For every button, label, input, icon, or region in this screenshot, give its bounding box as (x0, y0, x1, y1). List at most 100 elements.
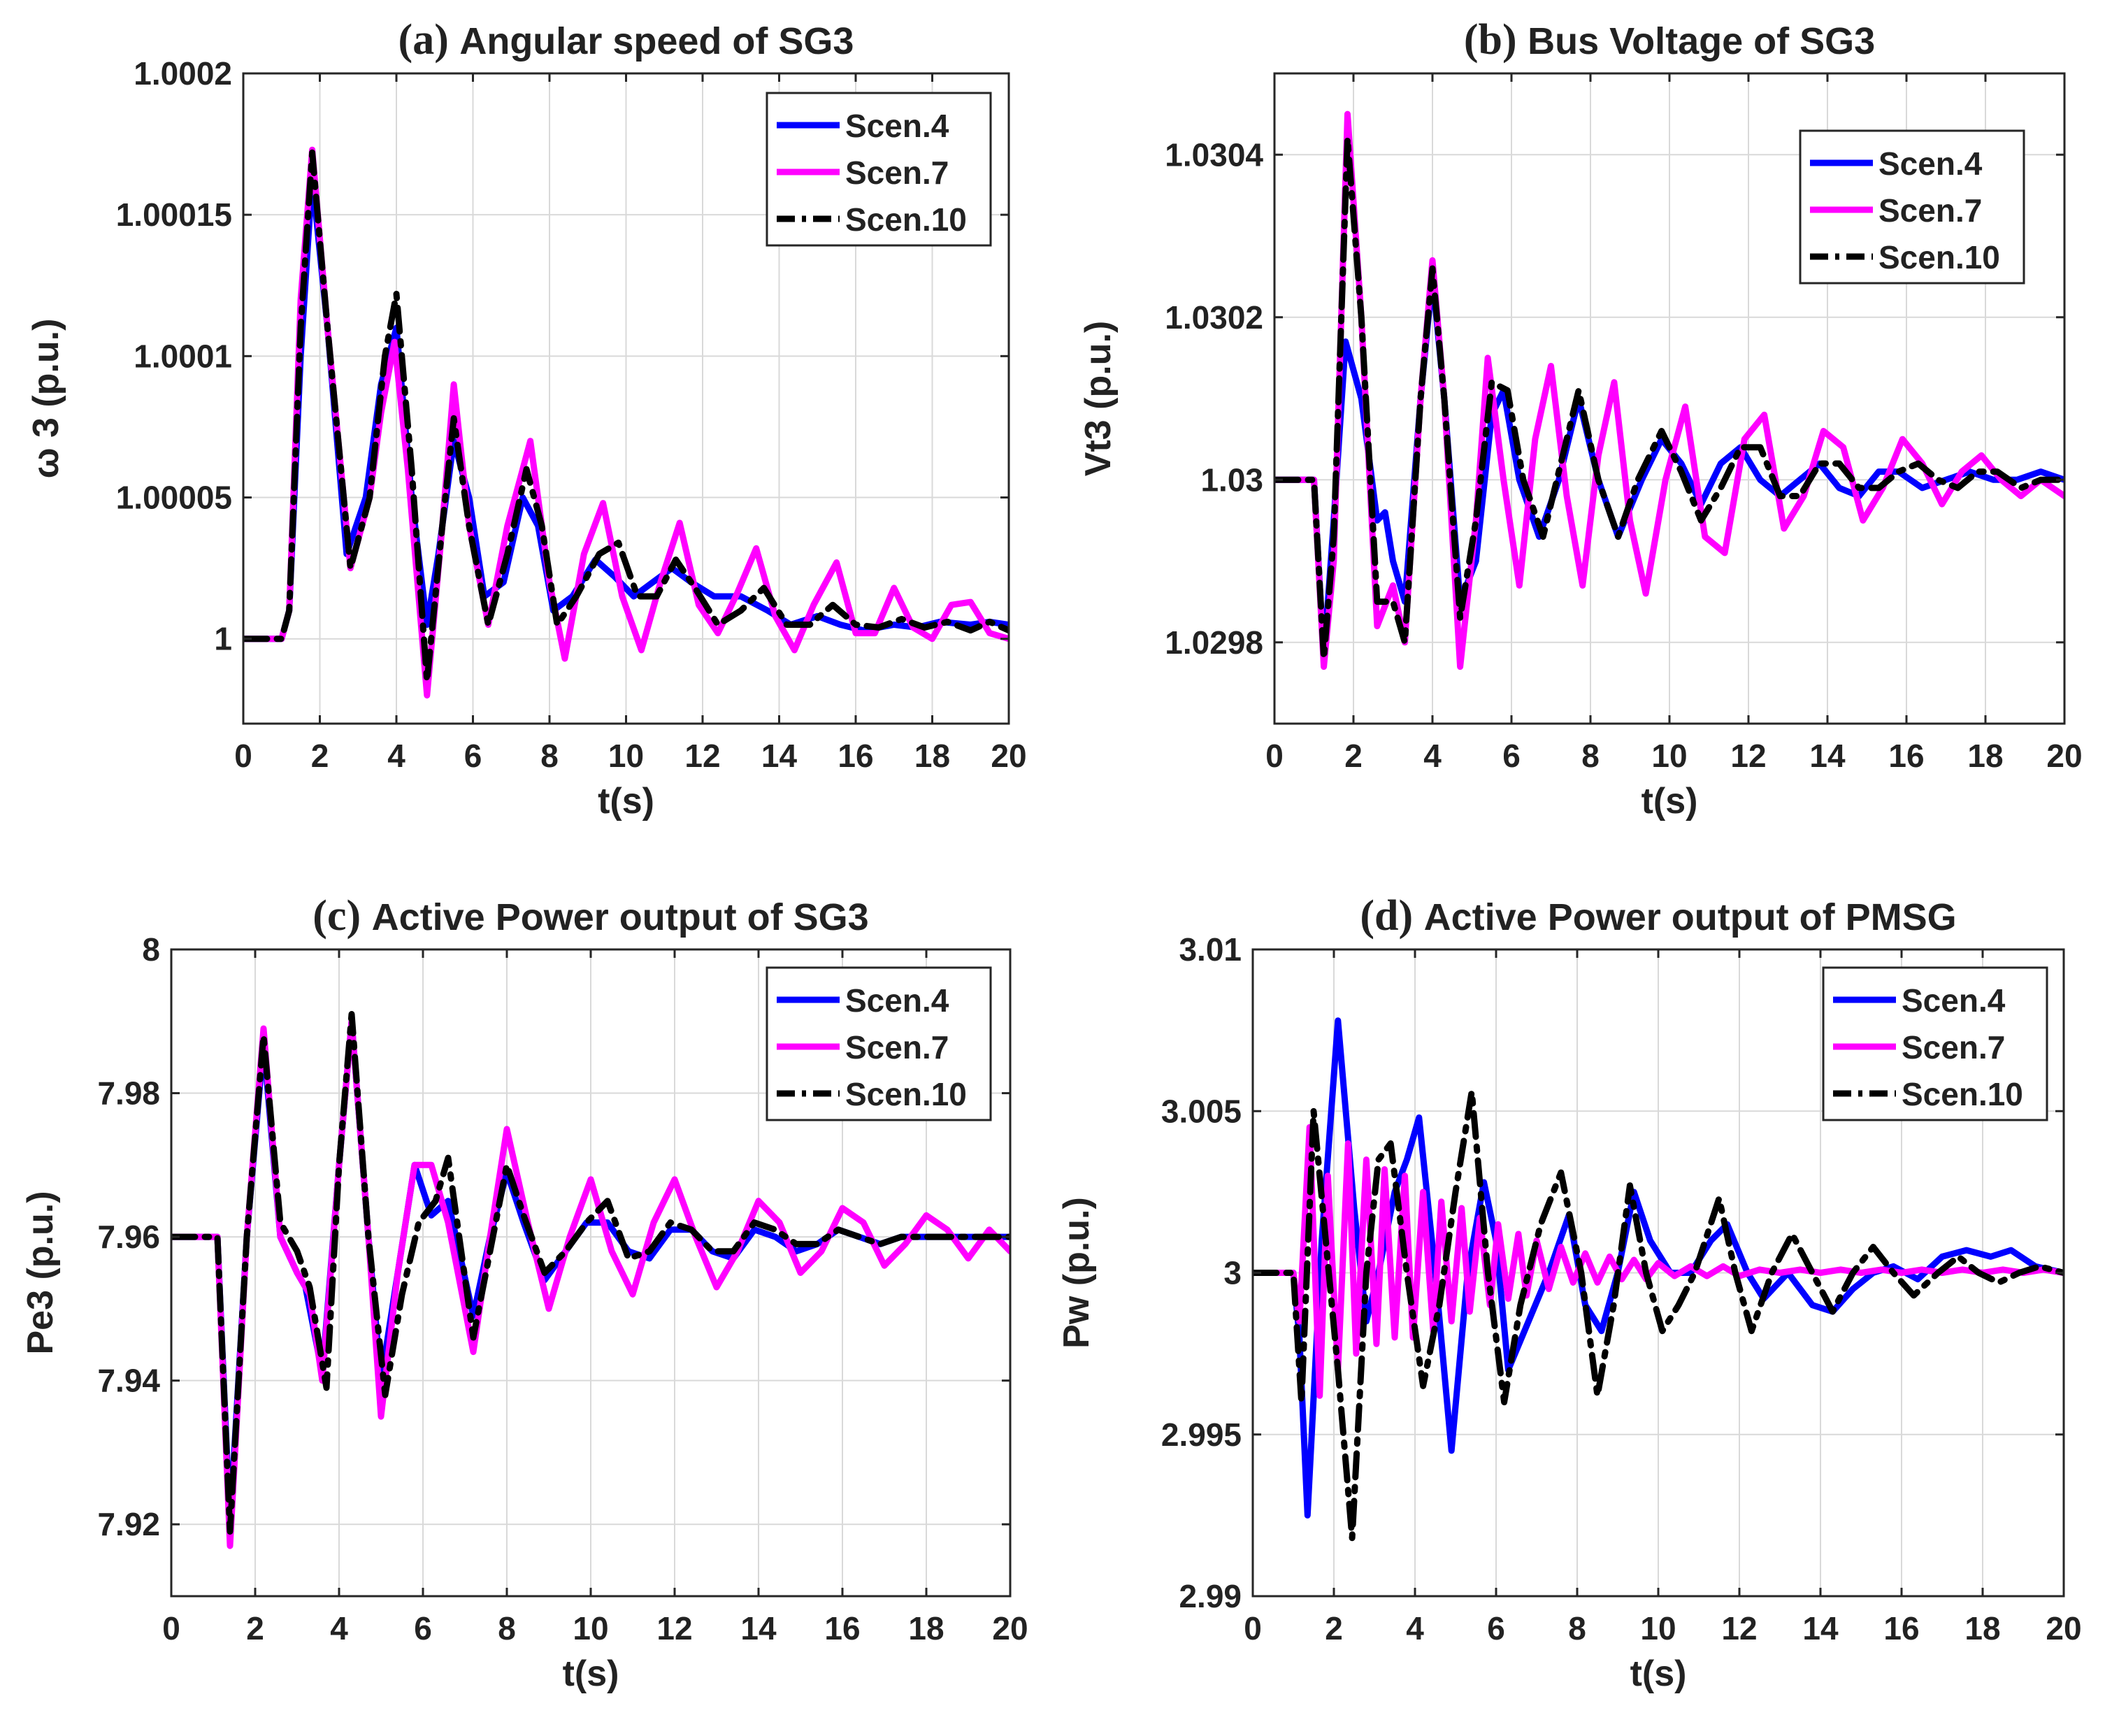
y-tick-label: 3.005 (1161, 1093, 1242, 1129)
x-tick-label: 8 (540, 738, 559, 774)
y-tick-label: 8 (142, 931, 160, 968)
x-axis-label: t(s) (1641, 781, 1698, 822)
legend-label: Scen.4 (845, 108, 949, 144)
legend-label: Scen.10 (1878, 239, 2000, 275)
series-line-scen-7 (171, 1018, 1010, 1549)
x-tick-label: 14 (1809, 738, 1846, 774)
x-axis-label: t(s) (598, 781, 654, 822)
y-tick-label: 2.99 (1179, 1578, 1242, 1614)
x-tick-label: 18 (1967, 738, 2003, 774)
series-line-scen-10 (1274, 135, 2064, 662)
x-tick-label: 12 (1721, 1610, 1757, 1647)
y-tick-label: 7.94 (97, 1363, 160, 1399)
x-tick-label: 18 (908, 1610, 944, 1647)
series-line-scen-7 (1274, 110, 2064, 670)
panel-letter: (c) (312, 892, 371, 940)
x-tick-label: 18 (1964, 1610, 2000, 1647)
legend-label: Scen.7 (845, 155, 949, 191)
legend-label: Scen.10 (1902, 1076, 2023, 1112)
x-tick-label: 4 (387, 738, 405, 774)
y-tick-label: 1.0302 (1165, 299, 1263, 336)
panel-title-text: Angular speed of SG3 (459, 20, 854, 62)
x-tick-label: 6 (1502, 738, 1521, 774)
legend-label: Scen.4 (1878, 145, 1983, 182)
legend-label: Scen.7 (845, 1029, 949, 1066)
legend-label: Scen.4 (845, 982, 949, 1019)
x-tick-label: 20 (2046, 1610, 2081, 1647)
x-tick-label: 18 (914, 738, 950, 774)
chart-title: (d) Active Power output of PMSG (1360, 892, 1956, 940)
x-tick-label: 20 (2046, 738, 2082, 774)
x-tick-label: 2 (1325, 1610, 1343, 1647)
x-tick-label: 8 (1568, 1610, 1586, 1647)
x-tick-label: 4 (1423, 738, 1442, 774)
x-tick-label: 12 (1730, 738, 1766, 774)
legend: Scen.4 Scen.7 Scen.10 (1822, 966, 2048, 1121)
x-tick-label: 6 (414, 1610, 432, 1647)
x-tick-label: 8 (498, 1610, 516, 1647)
x-tick-label: 2 (246, 1610, 264, 1647)
series-group (171, 1011, 1010, 1549)
series-group (243, 146, 1009, 699)
panel-letter: (a) (398, 16, 460, 64)
x-tick-label: 0 (234, 738, 252, 774)
y-tick-label: 1 (214, 621, 232, 657)
y-tick-label: 1.0304 (1165, 136, 1263, 173)
y-axis-label: Vt3 (p.u.) (1078, 321, 1119, 476)
y-tick-label: 1.0001 (134, 338, 232, 374)
x-tick-label: 0 (1265, 738, 1284, 774)
panel-letter: (b) (1464, 16, 1528, 64)
chart-title: (b) Bus Voltage of SG3 (1464, 16, 1875, 64)
chart-title: (a) Angular speed of SG3 (398, 16, 854, 64)
x-tick-label: 10 (1640, 1610, 1676, 1647)
x-tick-label: 10 (608, 738, 644, 774)
panel-title-text: Active Power output of PMSG (1424, 896, 1957, 938)
legend: Scen.4 Scen.7 Scen.10 (766, 966, 992, 1121)
x-tick-label: 14 (1802, 1610, 1839, 1647)
chart-title: (c) Active Power output of SG3 (312, 892, 868, 940)
y-axis-label: Pw (p.u.) (1056, 1197, 1097, 1349)
series-group (1253, 1017, 2064, 1542)
legend: Scen.4 Scen.7 Scen.10 (1799, 129, 2025, 285)
legend: Scen.4 Scen.7 Scen.10 (766, 92, 992, 247)
y-tick-label: 1.00005 (116, 480, 232, 516)
x-tick-label: 16 (838, 738, 873, 774)
series-group (1274, 110, 2064, 670)
x-tick-label: 4 (1406, 1610, 1424, 1647)
x-tick-label: 0 (162, 1610, 180, 1647)
panel-title-text: Active Power output of SG3 (372, 896, 869, 938)
y-tick-label: 7.98 (97, 1075, 160, 1112)
legend-label: Scen.10 (845, 201, 967, 238)
legend-label: Scen.10 (845, 1076, 967, 1112)
x-tick-label: 4 (330, 1610, 348, 1647)
chart-panel-2: 0 2 4 6 8 10 12 14 16 18 20 1.0298 1.03 1.0302 1.0304 t… (1078, 16, 2083, 822)
x-tick-label: 16 (824, 1610, 860, 1647)
x-tick-label: 0 (1244, 1610, 1262, 1647)
chart-panel-4: 0 2 4 6 8 10 12 14 16 18 20 2.99 2.995 3 3.005 3.01 t(s)… (1056, 892, 2082, 1694)
x-tick-label: 16 (1883, 1610, 1919, 1647)
x-tick-label: 16 (1888, 738, 1924, 774)
y-tick-label: 2.995 (1161, 1416, 1242, 1453)
legend-label: Scen.7 (1902, 1029, 2005, 1066)
x-tick-label: 10 (1651, 738, 1687, 774)
panel-title-text: Bus Voltage of SG3 (1528, 20, 1875, 62)
x-tick-label: 20 (992, 1610, 1028, 1647)
y-axis-label: ω 3 (p.u.) (26, 319, 66, 479)
x-tick-label: 2 (311, 738, 329, 774)
x-axis-label: t(s) (563, 1653, 619, 1694)
x-tick-label: 20 (991, 738, 1026, 774)
y-tick-label: 7.92 (97, 1506, 160, 1542)
legend-label: Scen.4 (1902, 982, 2006, 1019)
panel-letter: (d) (1360, 892, 1423, 940)
y-tick-label: 3 (1223, 1255, 1242, 1291)
x-tick-label: 6 (464, 738, 482, 774)
x-axis-label: t(s) (1630, 1653, 1687, 1694)
x-tick-label: 12 (684, 738, 720, 774)
y-tick-label: 1.03 (1200, 461, 1263, 498)
y-tick-label: 1.00015 (116, 196, 232, 233)
x-tick-label: 14 (761, 738, 798, 774)
series-line-scen-7 (1253, 1124, 2064, 1399)
x-tick-label: 12 (656, 1610, 692, 1647)
chart-panel-3: 0 2 4 6 8 10 12 14 16 18 20 7.92 7.94 7.96 7.98 8 t(s) Pe… (20, 892, 1028, 1694)
